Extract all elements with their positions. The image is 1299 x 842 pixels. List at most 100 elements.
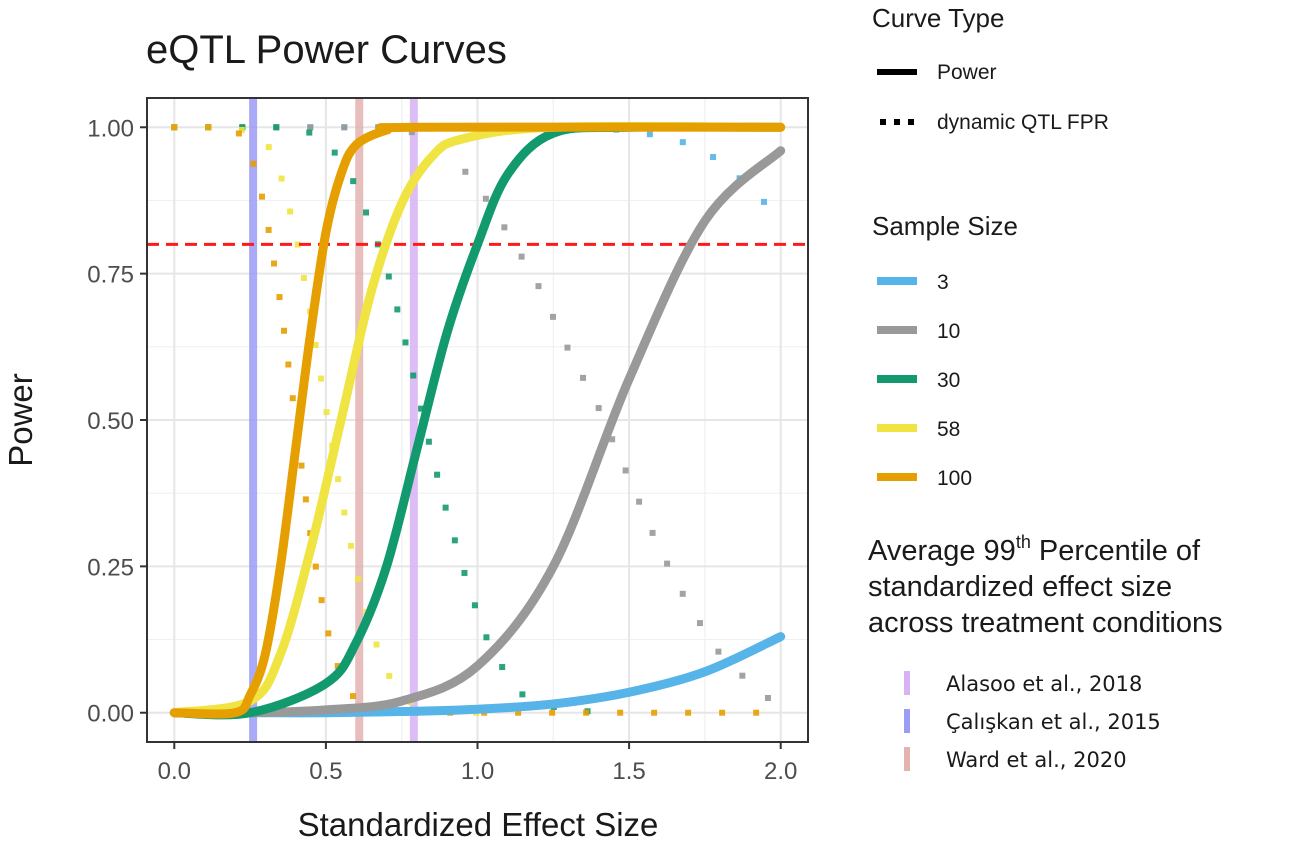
fpr-point-100 — [258, 193, 265, 200]
fpr-point-10 — [549, 313, 556, 320]
fpr-point-30 — [499, 664, 506, 671]
fpr-point-30 — [306, 129, 313, 136]
fpr-point-58 — [278, 175, 285, 182]
x-tick-label: 0.5 — [309, 758, 342, 785]
fpr-point-58 — [238, 126, 245, 133]
reference-legend-title-line-1: Average 99th Percentile of — [868, 532, 1201, 567]
curve-type-legend-title: Curve Type — [872, 3, 1004, 33]
legend-label-size-100: 100 — [937, 467, 972, 490]
fpr-point-100 — [281, 327, 288, 334]
x-tick-label: 2.0 — [764, 758, 797, 785]
fpr-point-3 — [710, 153, 717, 160]
fpr-point-30 — [442, 504, 449, 511]
fpr-point-58 — [373, 641, 380, 648]
fpr-point-58 — [294, 241, 301, 248]
sample-size-legend-title: Sample Size — [872, 211, 1018, 241]
fpr-point-30 — [425, 438, 432, 445]
fpr-point-30 — [418, 405, 425, 412]
y-tick-label: 0.75 — [87, 262, 134, 289]
legend-label-size-10: 10 — [937, 320, 960, 343]
fpr-point-100 — [549, 709, 556, 716]
fpr-point-10 — [341, 124, 348, 131]
fpr-point-10 — [595, 405, 602, 412]
fpr-point-10 — [535, 283, 542, 290]
fpr-point-10 — [764, 695, 771, 702]
fpr-point-30 — [273, 124, 280, 131]
fpr-point-3 — [760, 198, 767, 205]
fpr-point-30 — [402, 339, 409, 346]
y-tick-label: 1.00 — [87, 115, 134, 142]
y-tick-label: 0.25 — [87, 554, 134, 581]
reference-label-al-kan-et-al-2015: Çalışkan et al., 2015 — [946, 710, 1161, 734]
fpr-point-10 — [462, 168, 469, 175]
fpr-point-10 — [580, 374, 587, 381]
fpr-point-100 — [334, 663, 341, 670]
fpr-point-58 — [335, 476, 342, 483]
fpr-point-100 — [651, 709, 658, 716]
y-tick-label: 0.50 — [87, 408, 134, 435]
fpr-point-3 — [679, 139, 686, 146]
fpr-point-58 — [323, 409, 330, 416]
legend-label-fpr: dynamic QTL FPR — [937, 111, 1109, 134]
legend-label-size-30: 30 — [937, 369, 960, 392]
chart-title: eQTL Power Curves — [146, 28, 507, 72]
fpr-point-100 — [298, 462, 305, 469]
fpr-point-100 — [271, 260, 278, 267]
fpr-point-100 — [289, 395, 296, 402]
legend-label-size-3: 3 — [937, 271, 949, 294]
fpr-point-30 — [385, 273, 392, 280]
legend-label-size-58: 58 — [937, 418, 960, 441]
fpr-point-100 — [617, 709, 624, 716]
fpr-point-100 — [205, 124, 212, 131]
fpr-point-30 — [451, 537, 458, 544]
power-series-100 — [169, 122, 786, 719]
fpr-point-58 — [300, 275, 307, 282]
fpr-point-30 — [483, 634, 490, 641]
fpr-point-10 — [564, 344, 571, 351]
reference-title-percentile: Percentile of — [1031, 535, 1201, 567]
fpr-point-100 — [350, 693, 357, 700]
reference-title-average: Average 99 — [868, 535, 1016, 567]
fpr-point-30 — [471, 602, 478, 609]
fpr-point-100 — [719, 709, 726, 716]
fpr-point-30 — [410, 372, 417, 379]
reference-title-superscript: th — [1016, 532, 1031, 552]
y-axis-ticks: 0.00 0.25 0.50 0.75 1.00 — [87, 115, 147, 728]
fpr-point-30 — [519, 691, 526, 698]
fpr-point-58 — [265, 144, 272, 151]
fpr-point-100 — [285, 361, 292, 368]
reference-legend-title-line-3: across treatment conditions — [868, 607, 1223, 639]
fpr-point-30 — [350, 178, 357, 185]
sample-size-legend: Sample Size 3 10 30 58 100 — [872, 211, 1018, 490]
fpr-point-30 — [363, 209, 370, 216]
fpr-point-100 — [302, 496, 309, 503]
fpr-point-30 — [461, 569, 468, 576]
x-tick-label: 0.0 — [158, 758, 191, 785]
fpr-point-100 — [171, 124, 178, 131]
x-tick-label: 1.0 — [461, 758, 494, 785]
fpr-point-100 — [235, 130, 242, 137]
x-axis-ticks: 0.0 0.5 1.0 1.5 2.0 — [158, 742, 797, 785]
reference-label-ward-et-al-2020: Ward et al., 2020 — [946, 748, 1127, 772]
fpr-point-10 — [482, 195, 489, 202]
fpr-point-10 — [307, 124, 314, 131]
fpr-point-58 — [347, 542, 354, 549]
fpr-point-10 — [739, 672, 746, 679]
fpr-point-58 — [287, 208, 294, 215]
plot-area — [146, 97, 809, 743]
fpr-point-100 — [753, 709, 760, 716]
reference-legend: Average 99th Percentile of standardized … — [868, 532, 1223, 772]
fpr-point-30 — [434, 471, 441, 478]
fpr-point-10 — [715, 648, 722, 655]
fpr-point-30 — [331, 149, 338, 156]
fpr-point-100 — [325, 630, 332, 637]
fpr-point-100 — [515, 709, 522, 716]
fpr-point-10 — [696, 620, 703, 627]
x-tick-label: 1.5 — [612, 758, 645, 785]
fpr-point-3 — [646, 131, 653, 138]
fpr-point-30 — [394, 306, 401, 313]
legend-label-power: Power — [937, 61, 997, 84]
fpr-point-10 — [609, 436, 616, 443]
fpr-point-10 — [622, 467, 629, 474]
